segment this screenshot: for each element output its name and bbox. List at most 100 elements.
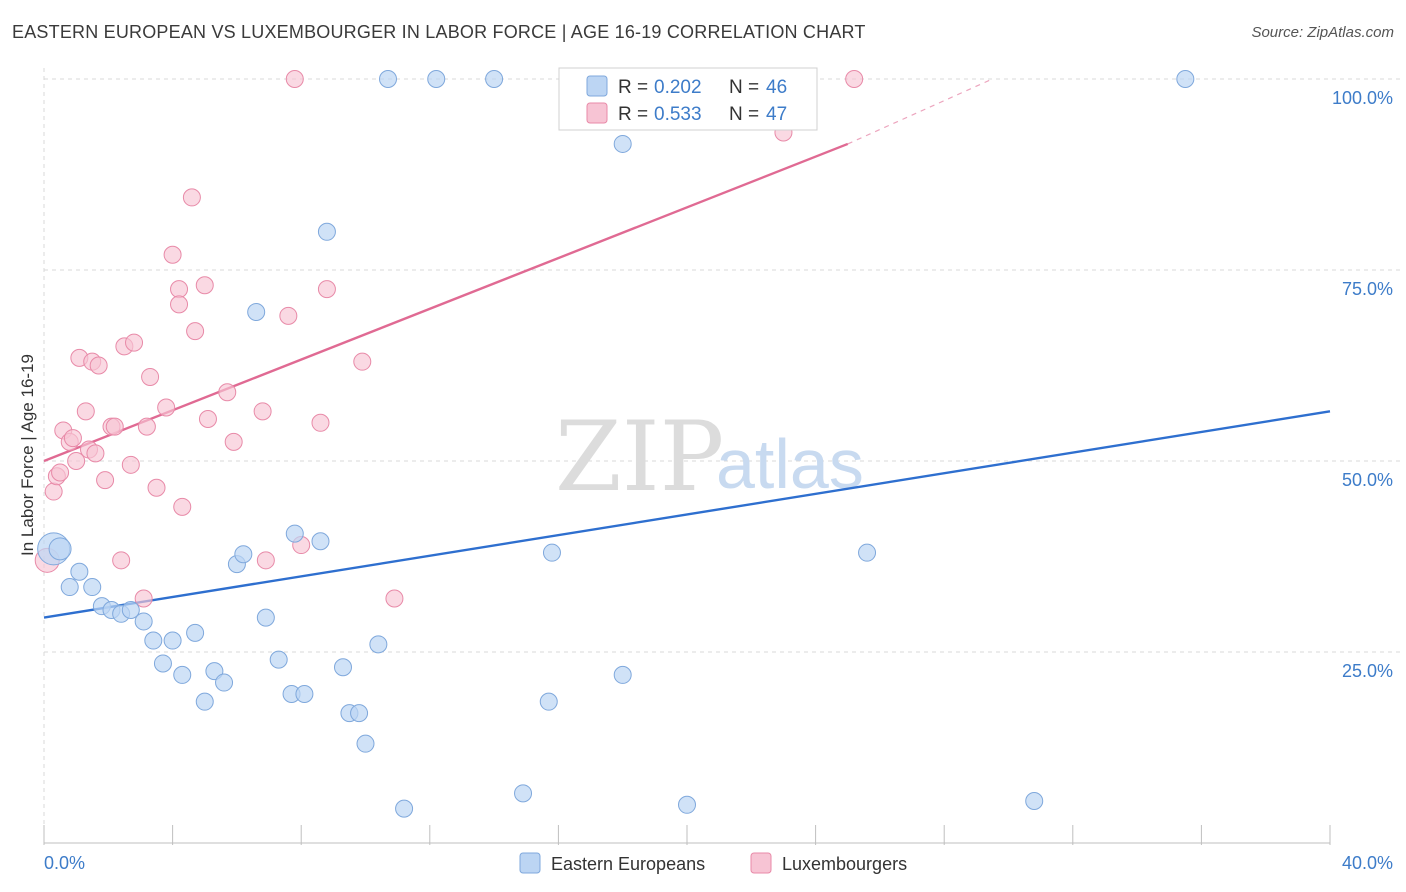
point-eastern-europeans	[678, 795, 696, 814]
point-luxembourgers	[285, 70, 304, 88]
trend-lines	[43, 78, 1331, 619]
point-luxembourgers	[141, 367, 160, 386]
point-eastern-europeans	[379, 70, 398, 88]
x-tick-label-max: 40.0%	[1342, 853, 1393, 873]
y-tick-label-50: 50.0%	[1342, 470, 1393, 490]
point-eastern-europeans	[1025, 791, 1044, 810]
legend-r-value-blue: 0.202	[654, 77, 702, 98]
chart-title: EASTERN EUROPEAN VS LUXEMBOURGER IN LABO…	[12, 22, 866, 42]
y-axis-label: In Labor Force | Age 16-19	[18, 354, 37, 556]
point-luxembourgers	[218, 383, 237, 402]
series-legend-swatch-pink	[750, 852, 772, 874]
legend-swatch-pink	[586, 102, 608, 124]
legend-n-label-pink: N =	[729, 104, 759, 125]
point-luxembourgers	[353, 352, 372, 371]
y-tick-label-25: 25.0%	[1342, 661, 1393, 681]
point-eastern-europeans	[215, 673, 234, 692]
point-luxembourgers	[173, 497, 192, 516]
y-tick-label-100: 100.0%	[1332, 88, 1393, 108]
point-eastern-europeans	[369, 635, 388, 654]
series-legend-label-pink: Luxembourgers	[782, 854, 907, 874]
correlation-legend: R = 0.202 N = 46 R = 0.533 N = 47	[558, 67, 818, 131]
legend-r-label-blue: R =	[618, 77, 648, 98]
point-eastern-europeans	[195, 692, 214, 711]
watermark: ZIP atlas	[555, 401, 864, 513]
point-eastern-europeans	[427, 70, 446, 88]
point-luxembourgers	[317, 280, 336, 299]
point-luxembourgers	[253, 402, 272, 421]
point-eastern-europeans	[269, 650, 288, 669]
point-eastern-europeans	[295, 685, 314, 704]
legend-n-value-blue: 46	[766, 77, 787, 98]
point-luxembourgers	[845, 70, 864, 88]
point-eastern-europeans	[333, 658, 352, 677]
point-luxembourgers	[182, 188, 201, 207]
point-luxembourgers	[163, 245, 182, 264]
point-luxembourgers	[44, 482, 63, 501]
legend-n-value-pink: 47	[766, 104, 787, 125]
point-eastern-europeans	[121, 600, 140, 619]
point-eastern-europeans	[83, 578, 102, 597]
point-luxembourgers	[198, 409, 217, 428]
point-luxembourgers	[67, 452, 86, 470]
point-eastern-europeans	[542, 543, 561, 562]
point-eastern-europeans	[70, 562, 89, 581]
point-luxembourgers	[186, 322, 205, 341]
legend-swatch-blue	[586, 75, 608, 97]
point-luxembourgers	[63, 429, 82, 448]
point-luxembourgers	[137, 417, 156, 436]
point-eastern-europeans	[153, 654, 172, 673]
point-eastern-europeans	[539, 692, 558, 711]
watermark-zip: ZIP	[555, 401, 724, 513]
point-eastern-europeans	[395, 799, 414, 818]
point-eastern-europeans	[163, 631, 182, 650]
point-luxembourgers	[121, 455, 140, 474]
luxembourgers-points	[34, 70, 864, 608]
point-eastern-europeans	[205, 662, 224, 681]
trend-line-eastern-europeans	[43, 410, 1331, 619]
point-eastern-europeans	[234, 545, 253, 564]
trend-line-luxembourgers-extension	[847, 78, 993, 145]
eastern-europeans-points	[37, 70, 1195, 818]
point-luxembourgers	[224, 432, 243, 451]
point-eastern-europeans	[350, 704, 369, 723]
point-eastern-europeans	[485, 70, 504, 88]
y-axis-tick-labels: 25.0% 50.0% 75.0% 100.0%	[1332, 88, 1393, 681]
watermark-atlas: atlas	[716, 425, 864, 503]
point-luxembourgers	[157, 398, 176, 417]
grid-lines	[43, 68, 1400, 843]
legend-n-label-blue: N =	[729, 77, 759, 98]
point-eastern-europeans	[1176, 70, 1195, 88]
point-luxembourgers	[170, 295, 189, 314]
point-luxembourgers	[96, 471, 115, 490]
point-eastern-europeans	[858, 543, 877, 562]
point-eastern-europeans	[285, 524, 304, 543]
point-eastern-europeans	[311, 532, 330, 551]
point-eastern-europeans	[256, 608, 275, 627]
point-eastern-europeans	[514, 784, 533, 803]
trend-line-luxembourgers	[43, 142, 849, 463]
legend-r-value-pink: 0.533	[654, 104, 702, 125]
series-legend-swatch-blue	[519, 852, 541, 874]
point-eastern-europeans	[247, 303, 266, 322]
point-luxembourgers	[256, 551, 275, 570]
point-eastern-europeans	[144, 631, 163, 650]
point-luxembourgers	[86, 444, 105, 463]
point-eastern-europeans	[60, 578, 79, 597]
point-luxembourgers	[125, 333, 144, 352]
point-eastern-europeans	[134, 612, 153, 631]
point-eastern-europeans	[317, 222, 336, 241]
point-luxembourgers	[147, 478, 166, 497]
point-eastern-europeans	[613, 665, 632, 684]
point-luxembourgers	[385, 589, 404, 608]
point-eastern-europeans	[613, 134, 632, 153]
point-luxembourgers	[112, 551, 131, 570]
point-eastern-europeans	[356, 734, 375, 753]
point-luxembourgers	[170, 280, 189, 299]
point-eastern-europeans	[48, 537, 72, 561]
x-axis-ticks	[43, 825, 1331, 845]
series-legend-label-blue: Eastern Europeans	[551, 854, 705, 874]
point-eastern-europeans	[186, 623, 205, 642]
point-luxembourgers	[195, 276, 214, 295]
